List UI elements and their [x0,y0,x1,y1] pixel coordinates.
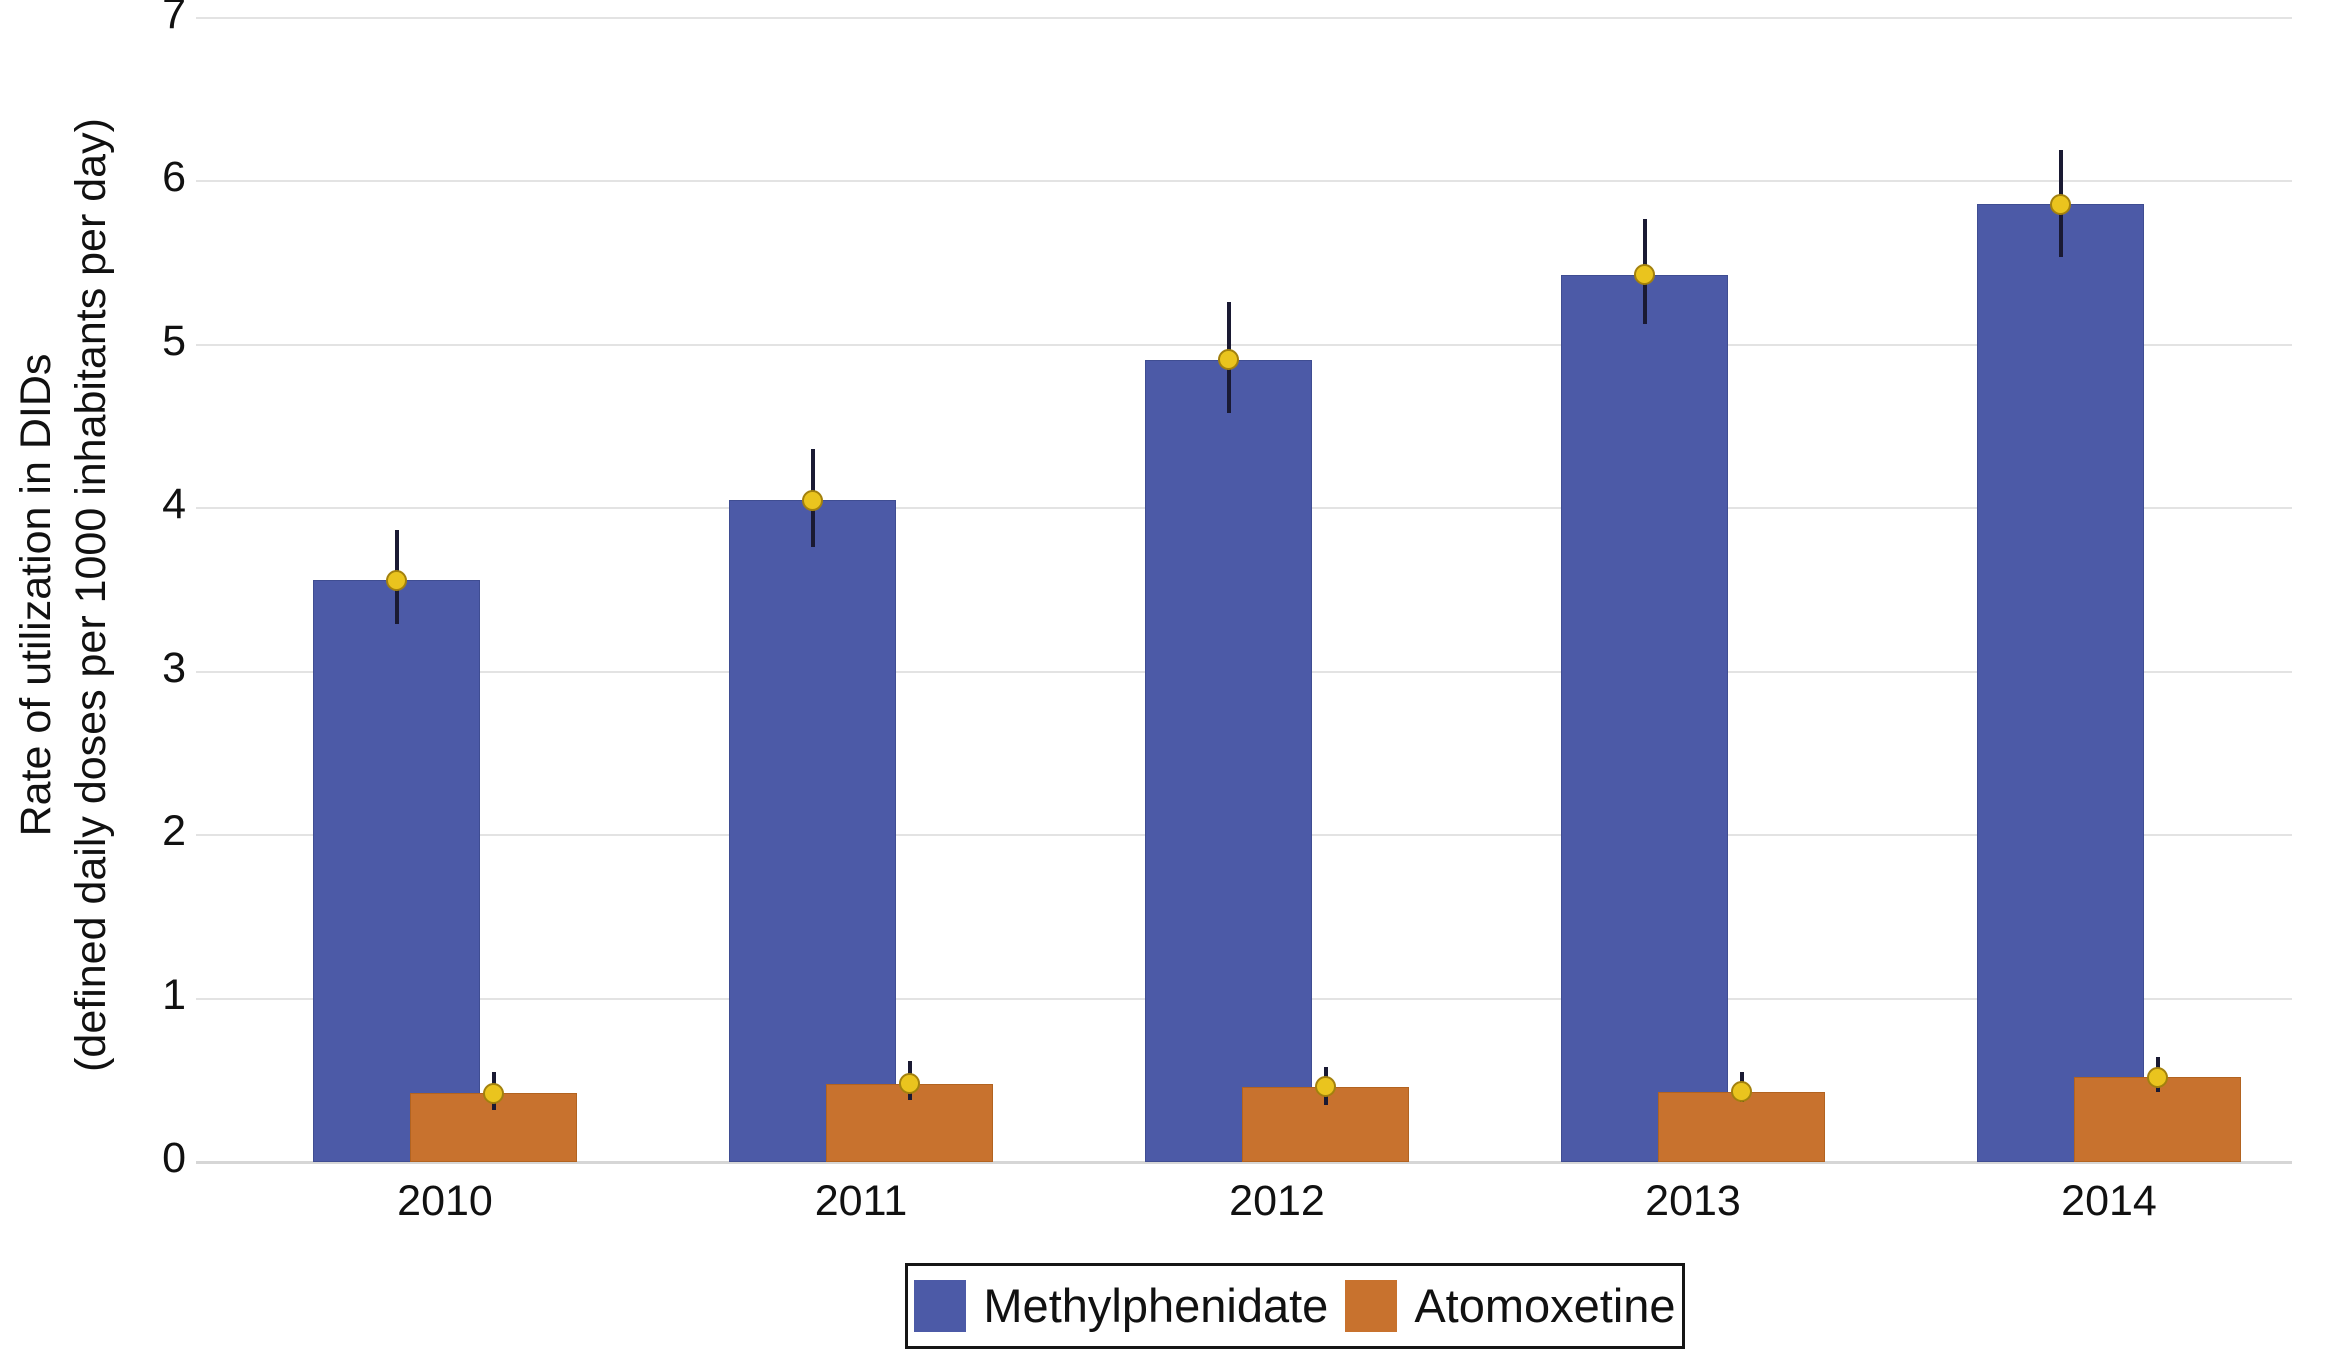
data-point-marker-atomoxetine-2012 [1315,1076,1336,1098]
bar-methylphenidate-2011 [729,500,896,1162]
y-tick-label: 0 [162,1134,186,1182]
data-point-marker-methylphenidate-2013 [1634,264,1655,286]
x-tick-label-2013: 2013 [1645,1177,1741,1225]
bar-methylphenidate-2013 [1561,274,1728,1162]
x-tick-label-2010: 2010 [397,1177,493,1225]
x-tick-label-2011: 2011 [814,1177,908,1225]
y-tick-label: 4 [162,480,186,529]
data-point-marker-atomoxetine-2010 [483,1082,504,1104]
bar-atomoxetine-2013 [1658,1091,1825,1162]
y-tick-label: 1 [162,970,186,1019]
gridline [196,17,2292,19]
y-tick-label: 6 [162,153,186,202]
data-point-marker-methylphenidate-2011 [802,489,823,511]
legend: Methylphenidate Atomoxetine [905,1263,1685,1349]
y-tick-label: 7 [162,0,186,38]
legend-label-atomoxetine: Atomoxetine [1414,1279,1676,1332]
gridline [196,180,2292,183]
bar-methylphenidate-2010 [313,580,480,1162]
data-point-marker-methylphenidate-2010 [386,569,407,591]
gridline [196,343,2292,346]
data-point-marker-methylphenidate-2012 [1218,349,1239,371]
data-point-marker-methylphenidate-2014 [2050,193,2071,215]
y-tick-label: 2 [162,807,186,856]
y-tick-label: 3 [162,643,186,692]
legend-swatch-methylphenidate [914,1280,967,1332]
bar-methylphenidate-2014 [1977,204,2144,1162]
x-tick-label-2014: 2014 [2061,1177,2157,1225]
x-axis-line [196,1161,2292,1164]
x-tick-label-2012: 2012 [1229,1177,1325,1225]
legend-swatch-atomoxetine [1345,1280,1398,1332]
bar-methylphenidate-2012 [1145,359,1312,1162]
data-point-marker-atomoxetine-2013 [1731,1081,1752,1103]
legend-label-methylphenidate: Methylphenidate [983,1279,1329,1332]
data-point-marker-atomoxetine-2011 [899,1073,920,1095]
y-tick-label: 5 [162,316,186,365]
data-point-marker-atomoxetine-2014 [2147,1066,2168,1088]
bar-atomoxetine-2011 [826,1083,993,1162]
